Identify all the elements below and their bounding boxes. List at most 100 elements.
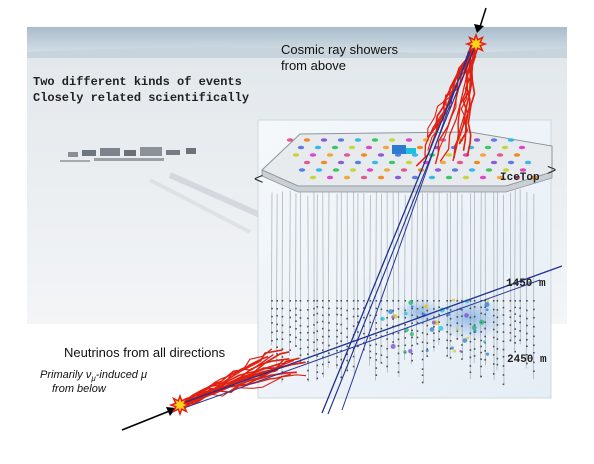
optical-module [375,344,377,346]
optical-module [426,300,428,302]
hit-dom [432,321,436,325]
icetop-tank [485,146,491,150]
optical-module [514,307,516,309]
optical-module [438,300,440,302]
optical-module [503,323,505,325]
optical-module [422,374,424,376]
headline-line-2: Closely related scientifically [33,91,249,105]
icetop-tank [287,138,293,142]
optical-module [370,322,372,324]
optical-module [316,313,318,315]
optical-module [456,338,458,340]
optical-module [497,331,499,333]
optical-module [480,376,482,378]
hit-dom [472,325,477,330]
optical-module [322,315,324,317]
hit-dom [430,327,435,332]
optical-module [484,359,486,361]
optical-module [307,332,309,334]
icetop-tank [383,146,389,150]
optical-module [322,328,324,330]
hit-dom [426,349,429,352]
icetop-tank [361,176,367,180]
optical-module [510,300,512,302]
optical-module [336,330,338,332]
optical-module [386,348,388,350]
optical-module [422,350,424,352]
optical-module [461,344,463,346]
hit-dom [484,302,489,307]
hit-dom [408,349,412,353]
optical-module [357,315,359,317]
icetop-tank [508,161,514,165]
optical-module [328,352,330,354]
optical-module [446,347,448,349]
optical-module [375,353,377,355]
optical-module [357,308,359,310]
optical-module [422,359,424,361]
optical-module [313,314,315,316]
optical-module [282,308,284,310]
optical-module [474,316,476,318]
optical-module [411,337,413,339]
optical-module [438,338,440,340]
icetop-tank [508,138,514,142]
icetop-tank [491,161,497,165]
hit-dom [403,350,407,354]
optical-module [480,313,482,315]
optical-module [470,371,472,373]
optical-module [375,328,377,330]
optical-module [357,331,359,333]
optical-module [398,339,400,341]
icetop-tank [315,146,321,150]
optical-module [346,360,348,362]
optical-module [438,321,440,323]
optical-module [316,322,318,324]
optical-module [404,337,406,339]
optical-module [422,341,424,343]
optical-module [519,300,521,302]
hit-dom [452,299,455,302]
optical-module [503,356,505,358]
icetop-tank [502,146,508,150]
optical-module [322,350,324,352]
icetop-tank [372,161,378,165]
icetop-tank [474,161,480,165]
neutrino-interaction-flash [171,396,189,414]
optical-module [336,323,338,325]
optical-module [446,355,448,357]
optical-module [340,332,342,334]
optical-module [271,300,273,302]
icetop-tank [310,153,316,157]
optical-module [328,322,330,324]
optical-module [398,308,400,310]
hit-dom [411,305,414,308]
optical-module [336,300,338,302]
optical-module [295,328,297,330]
optical-module [282,379,284,381]
optical-module [322,307,324,309]
optical-module [533,336,535,338]
optical-module [313,324,315,326]
optical-module [316,339,318,341]
left-chevron: < [254,171,263,188]
optical-module [461,315,463,317]
optical-module [493,363,495,365]
optical-module [363,300,365,302]
depth-label-top: 1450 m [506,278,546,290]
optical-module [300,325,302,327]
hit-dom [464,313,469,318]
optical-module [322,373,324,375]
optical-module [392,300,394,302]
optical-module [322,321,324,323]
icetop-tank [480,153,486,157]
optical-module [470,323,472,325]
optical-module [461,325,463,327]
icetop-tank [406,161,412,165]
optical-module [503,341,505,343]
optical-module [503,384,505,386]
optical-module [493,354,495,356]
optical-module [417,337,419,339]
optical-module [470,308,472,310]
optical-module [417,300,419,302]
